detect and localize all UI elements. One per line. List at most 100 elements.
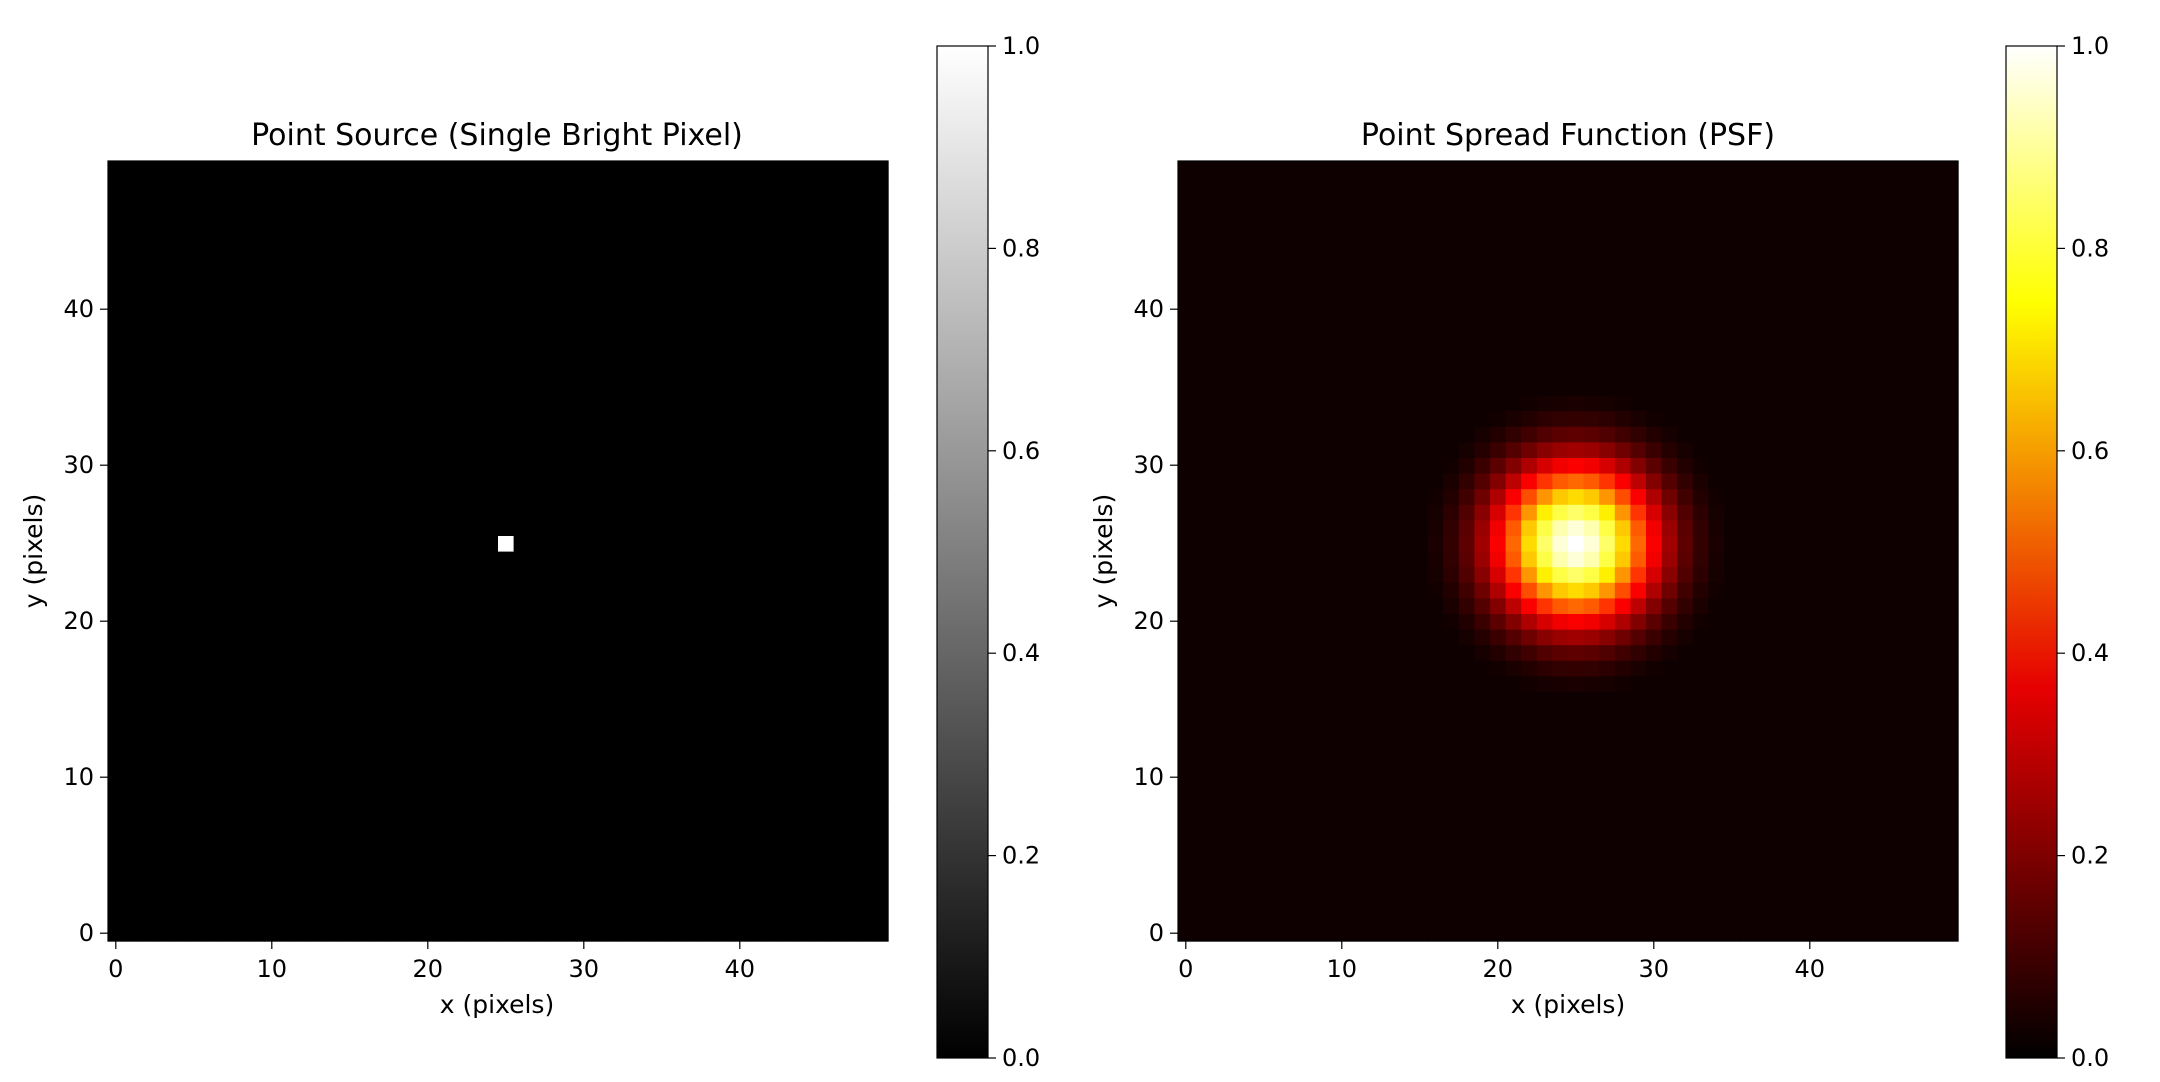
- heatmap-cell: [1677, 847, 1694, 864]
- heatmap-cell: [1412, 800, 1429, 817]
- heatmap-cell: [1521, 332, 1538, 349]
- heatmap-cell: [388, 769, 405, 786]
- heatmap-cell: [1256, 816, 1273, 833]
- heatmap-cell: [841, 161, 858, 178]
- heatmap-cell: [1895, 379, 1912, 396]
- heatmap-cell: [732, 379, 749, 396]
- heatmap-cell: [638, 270, 655, 287]
- heatmap-cell: [1209, 675, 1226, 692]
- heatmap-cell: [591, 207, 608, 224]
- heatmap-cell: [654, 176, 671, 193]
- heatmap-cell: [1365, 675, 1382, 692]
- heatmap-cell: [1552, 410, 1569, 427]
- heatmap-cell: [1833, 863, 1850, 880]
- heatmap-cell: [1817, 457, 1834, 474]
- heatmap-cell: [388, 473, 405, 490]
- heatmap-cell: [1677, 863, 1694, 880]
- heatmap-cell: [295, 379, 312, 396]
- heatmap-cell: [279, 675, 296, 692]
- heatmap-cell: [1661, 348, 1678, 365]
- heatmap-cell: [1256, 285, 1273, 302]
- y-axis-label: y (pixels): [19, 494, 48, 608]
- heatmap-cell: [388, 847, 405, 864]
- heatmap-cell: [1848, 675, 1865, 692]
- heatmap-cell: [1178, 161, 1195, 178]
- heatmap-cell: [1599, 285, 1616, 302]
- heatmap-cell: [763, 535, 780, 552]
- heatmap-cell: [201, 675, 218, 692]
- heatmap-cell: [170, 847, 187, 864]
- heatmap-cell: [1458, 878, 1475, 895]
- heatmap-cell: [638, 738, 655, 755]
- heatmap-cell: [513, 192, 530, 209]
- heatmap-cell: [794, 629, 811, 646]
- heatmap-cell: [622, 613, 639, 630]
- heatmap-cell: [154, 161, 171, 178]
- heatmap-cell: [1209, 691, 1226, 708]
- heatmap-cell: [420, 597, 437, 614]
- heatmap-cell: [1318, 488, 1335, 505]
- heatmap-cell: [841, 551, 858, 568]
- heatmap-cell: [1521, 519, 1538, 536]
- heatmap-cell: [1536, 551, 1553, 568]
- heatmap-cell: [435, 379, 452, 396]
- heatmap-cell: [1458, 551, 1475, 568]
- heatmap-cell: [607, 254, 624, 271]
- heatmap-cell: [1568, 738, 1585, 755]
- heatmap-cell: [1568, 410, 1585, 427]
- heatmap-cell: [186, 863, 203, 880]
- heatmap-cell: [1848, 317, 1865, 334]
- heatmap-cell: [763, 395, 780, 412]
- heatmap-cell: [513, 395, 530, 412]
- heatmap-cell: [1271, 894, 1288, 911]
- heatmap-cell: [451, 441, 468, 458]
- heatmap-cell: [810, 410, 827, 427]
- heatmap-cell: [1817, 379, 1834, 396]
- heatmap-cell: [1365, 894, 1382, 911]
- heatmap-cell: [388, 878, 405, 895]
- heatmap-cell: [1178, 317, 1195, 334]
- heatmap-cell: [654, 831, 671, 848]
- heatmap-cell: [622, 878, 639, 895]
- heatmap-cell: [654, 410, 671, 427]
- heatmap-cell: [1334, 816, 1351, 833]
- heatmap-cell: [654, 535, 671, 552]
- heatmap-cell: [1380, 332, 1397, 349]
- heatmap-cell: [794, 551, 811, 568]
- heatmap-cell: [1380, 769, 1397, 786]
- heatmap-cell: [763, 223, 780, 240]
- heatmap-cell: [232, 597, 249, 614]
- heatmap-cell: [326, 691, 343, 708]
- heatmap-cell: [201, 566, 218, 583]
- heatmap-cell: [1739, 301, 1756, 318]
- heatmap-cell: [1302, 457, 1319, 474]
- heatmap-cell: [1536, 473, 1553, 490]
- heatmap-cell: [186, 473, 203, 490]
- heatmap-cell: [1458, 925, 1475, 942]
- heatmap-cell: [498, 395, 515, 412]
- heatmap-cell: [1536, 270, 1553, 287]
- heatmap-cell: [420, 785, 437, 802]
- heatmap-cell: [1833, 816, 1850, 833]
- panel-psf: Point Spread Function (PSF) 0 10 20 30 40 01…: [1089, 32, 2109, 1072]
- heatmap-cell: [1396, 551, 1413, 568]
- heatmap-cell: [1349, 176, 1366, 193]
- heatmap-cell: [1646, 457, 1663, 474]
- heatmap-cell: [1895, 223, 1912, 240]
- heatmap-cell: [607, 473, 624, 490]
- heatmap-cell: [1895, 363, 1912, 380]
- heatmap-cell: [1833, 348, 1850, 365]
- heatmap-cell: [108, 847, 125, 864]
- heatmap-cell: [1630, 426, 1647, 443]
- heatmap-cell: [1380, 270, 1397, 287]
- heatmap-cell: [1599, 176, 1616, 193]
- heatmap-cell: [1224, 597, 1241, 614]
- heatmap-cell: [1864, 410, 1881, 427]
- heatmap-cell: [232, 270, 249, 287]
- heatmap-cell: [388, 675, 405, 692]
- heatmap-cell: [1365, 239, 1382, 256]
- heatmap-cell: [1240, 317, 1257, 334]
- heatmap-cell: [232, 566, 249, 583]
- heatmap-cell: [264, 722, 281, 739]
- heatmap-cell: [232, 317, 249, 334]
